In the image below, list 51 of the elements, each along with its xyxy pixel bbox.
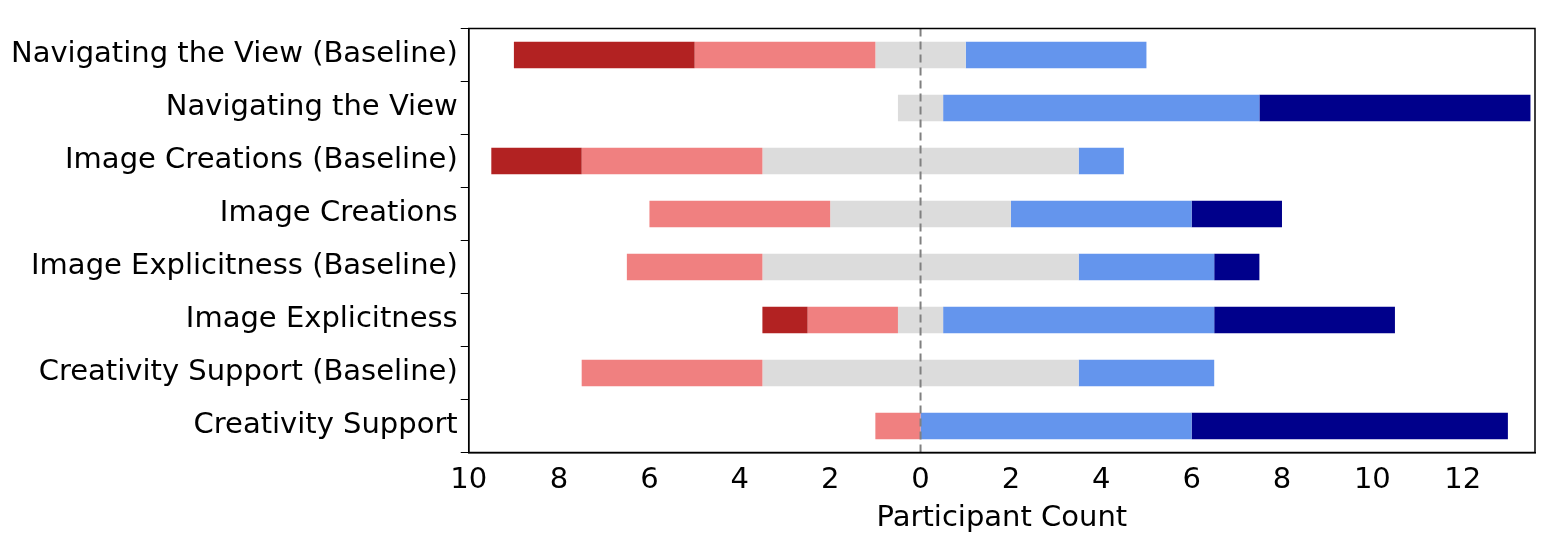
x-tick-label: 2 [1001,461,1021,496]
bar [1259,94,1531,122]
y-tick-label: Image Creations [219,194,458,229]
bar [875,412,921,440]
bar [875,41,966,69]
x-tick-label: 6 [1182,461,1201,496]
bar [1214,306,1395,334]
bar [513,41,695,69]
bar [626,253,763,281]
bar [943,306,1215,334]
bar [581,359,763,387]
x-tick-label: 12 [1444,461,1482,496]
bar [762,306,808,334]
x-tick-label: 4 [1092,461,1111,496]
bar [897,306,944,334]
bar [1191,412,1508,440]
x-tick-label: 2 [820,461,840,496]
bar [1214,253,1260,281]
bar [694,41,876,69]
x-tick-label: 8 [549,461,569,496]
y-tick-label: Image Creations (Baseline) [65,141,458,176]
y-tick-label: Image Explicitness [185,300,458,335]
bar [807,306,898,334]
bar [1078,359,1215,387]
y-tick-label: Creativity Support (Baseline) [38,353,458,388]
bar [762,359,1079,387]
x-tick-label: 0 [911,461,930,496]
y-tick-label: Navigating the View (Baseline) [10,35,458,70]
bar [965,41,1147,69]
bar [491,147,582,175]
bar [762,147,1079,175]
bar [649,200,831,228]
bar [1078,253,1215,281]
x-tick-label: 10 [450,461,488,496]
bar [581,147,763,175]
bar [830,200,1011,228]
x-tick-label: 6 [640,461,659,496]
bar [1010,200,1192,228]
x-tick-label: 4 [730,461,750,496]
bar [1191,200,1282,228]
y-tick-label: Image Explicitness (Baseline) [31,247,458,282]
bar [897,94,944,122]
bar [762,253,1079,281]
bar [943,94,1260,122]
y-tick-label: Creativity Support [193,406,458,441]
x-tick-label: 8 [1272,461,1292,496]
bar [1078,147,1124,175]
bar [920,412,1192,440]
x-tick-label: 10 [1353,461,1391,496]
y-tick-label: Navigating the View [165,88,458,123]
x-axis-title: Participant Count [876,499,1128,534]
